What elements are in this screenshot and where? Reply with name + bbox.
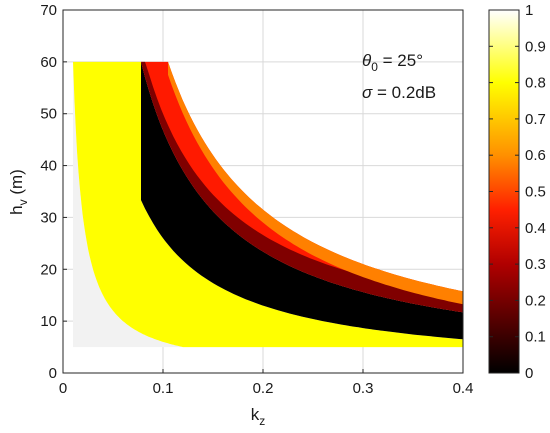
y-axis-label-unit: (m) <box>7 169 26 199</box>
x-axis-label-sub: z <box>259 414 265 428</box>
colorbar-ticks: 0 0.1 0.2 0.3 0.4 0.5 0.6 0.7 0.8 0.9 1 <box>489 2 546 382</box>
x-tick-label: 0.2 <box>253 380 274 397</box>
y-tick-label: 30 <box>40 209 57 226</box>
colorbar-tick-label: 1 <box>525 2 533 19</box>
x-tick-label: 0 <box>59 380 67 397</box>
orange-edge <box>168 61 463 305</box>
dark-red-strip <box>141 61 463 313</box>
colorbar-tick-label: 0.2 <box>525 292 546 309</box>
colorbar-tick-label: 0.1 <box>525 329 546 346</box>
colorbar-tick-label: 0.4 <box>525 220 546 237</box>
x-axis-label: kz <box>251 405 266 428</box>
black-band <box>141 61 463 340</box>
annotation-theta-text: = 25° <box>378 51 423 70</box>
y-tick-label: 20 <box>40 261 57 278</box>
annotation-theta-symbol: θ <box>362 51 372 70</box>
colorbar-tick-label: 0.7 <box>525 111 546 128</box>
annotation-theta-sub: 0 <box>371 60 378 74</box>
x-tick-label: 0.3 <box>353 380 374 397</box>
colorbar-tick-label: 0.8 <box>525 75 546 92</box>
y-axis-label-main: h <box>7 205 26 214</box>
annotation-sigma-text: = 0.2dB <box>372 83 436 102</box>
y-tick-label: 0 <box>49 365 57 382</box>
y-tick-label: 10 <box>40 313 57 330</box>
white-region <box>73 61 183 348</box>
yellow-region <box>73 61 463 348</box>
y-tick-label: 70 <box>40 2 57 19</box>
y-tick-label: 40 <box>40 158 57 175</box>
x-tick-label: 0.4 <box>453 380 474 397</box>
y-axis-label-sub: v <box>16 199 30 205</box>
colorbar-tick-label: 0 <box>525 365 533 382</box>
colorbar-tick-label: 0.5 <box>525 184 546 201</box>
heatmap-region <box>73 61 463 348</box>
colorbar-tick-label: 0.9 <box>525 38 546 55</box>
x-axis-label-main: k <box>251 405 260 424</box>
x-axis-ticks: 0 0.1 0.2 0.3 0.4 <box>59 369 474 397</box>
annotation-sigma-symbol: σ <box>362 83 373 102</box>
x-tick-label: 0.1 <box>153 380 174 397</box>
y-axis-ticks: 0 10 20 30 40 50 60 70 <box>40 2 67 382</box>
annotation-sigma: σ = 0.2dB <box>362 83 436 102</box>
annotation-theta: θ0 = 25° <box>362 51 423 74</box>
y-axis-label: hv (m) <box>7 169 30 215</box>
y-tick-label: 60 <box>40 54 57 71</box>
y-tick-label: 50 <box>40 106 57 123</box>
colorbar <box>488 9 520 374</box>
colorbar-tick-label: 0.6 <box>525 147 546 164</box>
colorbar-tick-label: 0.3 <box>525 256 546 273</box>
